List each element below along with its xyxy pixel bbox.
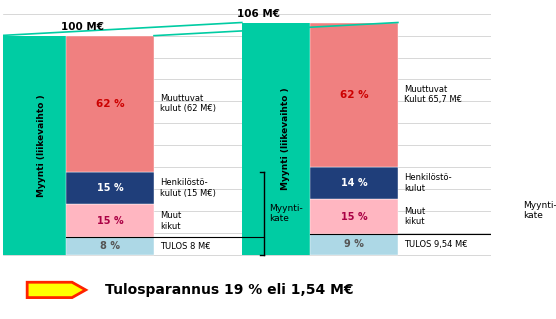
Text: 15 %: 15 % bbox=[341, 211, 368, 221]
Text: Muut
kikut: Muut kikut bbox=[160, 211, 181, 231]
Text: 106 M€: 106 M€ bbox=[237, 9, 280, 19]
Bar bbox=[66, 237, 154, 255]
Text: TULOS 9,54 M€: TULOS 9,54 M€ bbox=[404, 240, 468, 249]
Text: Myynti-
kate: Myynti- kate bbox=[523, 201, 556, 220]
Text: Muuttuvat
Kulut 65,7 M€: Muuttuvat Kulut 65,7 M€ bbox=[404, 85, 462, 104]
Text: 100 M€: 100 M€ bbox=[61, 22, 105, 32]
Text: Tulosparannus 19 % eli 1,54 M€: Tulosparannus 19 % eli 1,54 M€ bbox=[105, 283, 354, 297]
Text: 15 %: 15 % bbox=[97, 216, 123, 226]
Text: Muuttuvat
kulut (62 M€): Muuttuvat kulut (62 M€) bbox=[160, 94, 216, 113]
Bar bbox=[66, 172, 154, 204]
Bar bbox=[310, 167, 398, 199]
Text: 8 %: 8 % bbox=[100, 241, 120, 251]
Text: 14 %: 14 % bbox=[341, 178, 368, 188]
Bar bbox=[0, 36, 86, 255]
Bar bbox=[66, 204, 154, 237]
Text: Myynti (liikevaihto ): Myynti (liikevaihto ) bbox=[281, 87, 290, 190]
Text: Myynti (liikevaihto ): Myynti (liikevaihto ) bbox=[37, 94, 46, 197]
Bar bbox=[310, 199, 398, 234]
Bar bbox=[242, 23, 330, 255]
Bar bbox=[66, 36, 154, 172]
Text: Henkilöstö-
kulut: Henkilöstö- kulut bbox=[404, 173, 451, 193]
Bar bbox=[310, 234, 398, 255]
Text: 15 %: 15 % bbox=[97, 183, 123, 193]
Text: 62 %: 62 % bbox=[96, 99, 125, 108]
Bar bbox=[310, 23, 398, 167]
Text: Myynti-
kate: Myynti- kate bbox=[270, 204, 304, 223]
Text: 62 %: 62 % bbox=[340, 90, 368, 100]
FancyArrow shape bbox=[27, 282, 86, 298]
Text: Henkilöstö-
kulut (15 M€): Henkilöstö- kulut (15 M€) bbox=[160, 178, 216, 198]
Text: Muut
kikut: Muut kikut bbox=[404, 207, 425, 226]
Text: 9 %: 9 % bbox=[344, 239, 364, 249]
Text: TULOS 8 M€: TULOS 8 M€ bbox=[160, 241, 211, 251]
